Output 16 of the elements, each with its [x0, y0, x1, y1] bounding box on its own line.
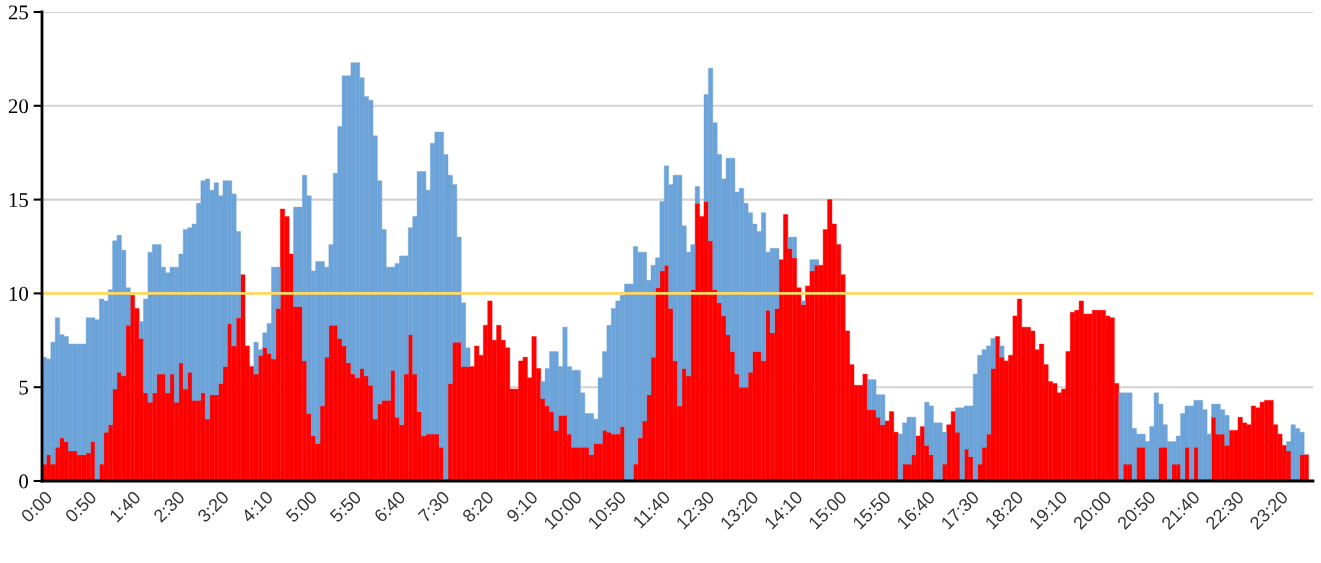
y-tick-label: 15 — [9, 193, 28, 208]
x-tick-label: 8:20 — [461, 490, 495, 523]
x-tick-label: 9:10 — [505, 490, 539, 523]
x-tick-label: 4:10 — [240, 490, 274, 524]
y-tick-label: 5 — [19, 380, 28, 395]
y-tick-label: 25 — [8, 5, 28, 20]
x-tick-label: 3:20 — [196, 490, 230, 524]
x-tick-label: 0:00 — [20, 490, 54, 524]
y-tick-label: 20 — [8, 99, 29, 114]
x-tick-label: 5:50 — [329, 490, 363, 524]
x-tick-label: 5:00 — [285, 490, 318, 524]
x-tick-label: 7:30 — [417, 490, 451, 523]
y-tick-label: 10 — [9, 286, 29, 301]
x-tick-label: 0:50 — [64, 490, 98, 524]
x-tick-label: 6:40 — [373, 490, 407, 523]
y-tick-label: 0 — [19, 474, 29, 489]
